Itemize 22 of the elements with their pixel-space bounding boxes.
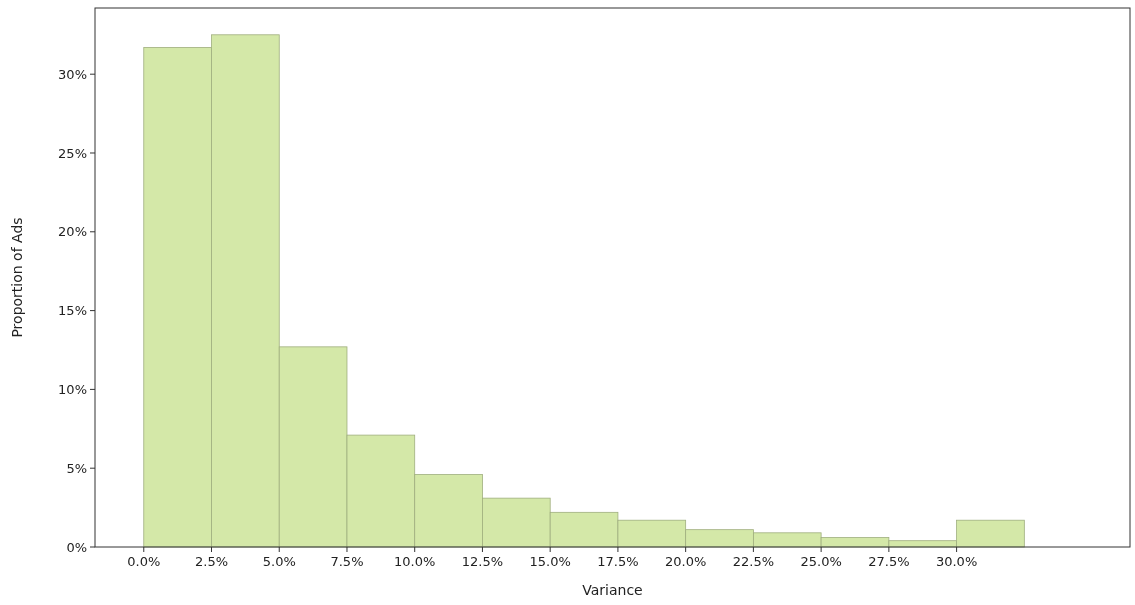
x-tick-label: 25.0% <box>800 554 842 569</box>
x-tick-label: 5.0% <box>262 554 296 569</box>
x-tick-label: 12.5% <box>461 554 504 569</box>
x-tick-label: 15.0% <box>529 554 571 569</box>
x-tick-label: 2.5% <box>194 554 229 569</box>
x-tick-label: 10.0% <box>394 554 436 569</box>
x-tick-label: 22.5% <box>732 554 775 569</box>
y-tick-label: 0% <box>66 539 87 555</box>
y-axis-title: Proportion of Ads <box>9 217 25 338</box>
y-tick-label: 15% <box>58 303 87 319</box>
x-tick-label: 0.0% <box>127 554 161 569</box>
x-axis-title: Variance <box>582 582 643 598</box>
y-tick-label: 30% <box>58 66 87 82</box>
x-tick-label: 20.0% <box>665 554 707 569</box>
y-tick-label: 10% <box>58 381 87 397</box>
x-tick-label: 7.5% <box>330 554 364 569</box>
y-tick-label: 20% <box>58 224 87 240</box>
x-tick-label: 17.5% <box>597 554 639 569</box>
x-tick-label: 30.0% <box>935 554 978 569</box>
x-tick-label: 27.5% <box>868 554 910 569</box>
y-tick-label: 5% <box>66 460 87 476</box>
y-tick-label: 25% <box>58 145 87 161</box>
